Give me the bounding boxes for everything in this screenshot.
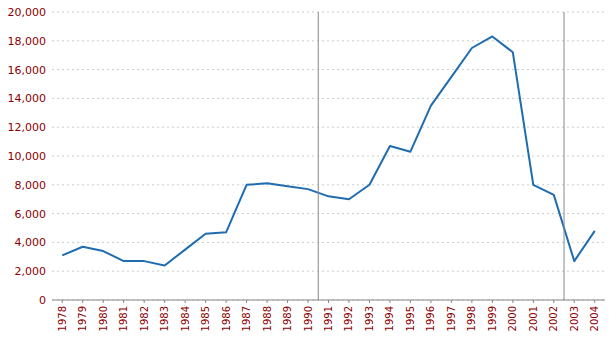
x-tick-label: 1992 — [343, 306, 354, 331]
x-tick-label: 1987 — [241, 306, 252, 331]
grid-line — [52, 127, 605, 128]
y-tick-label: 2,000 — [15, 265, 47, 278]
x-tick-label: 1983 — [159, 306, 170, 331]
x-tick-label: 1985 — [200, 306, 211, 331]
x-tick-label: 1991 — [323, 306, 334, 331]
grid-line — [52, 40, 605, 41]
y-tick-label: 20,000 — [8, 6, 47, 19]
x-axis-line — [52, 300, 605, 301]
y-tick-label: 4,000 — [15, 236, 47, 249]
x-tick-label: 1995 — [405, 306, 416, 331]
x-tick-label: 1981 — [118, 306, 129, 331]
plot-area — [62, 12, 595, 300]
y-tick-label: 18,000 — [8, 35, 47, 48]
y-tick-label: 12,000 — [8, 121, 47, 134]
x-tick-label: 1998 — [466, 306, 477, 331]
grid-line — [52, 184, 605, 185]
x-tick-label: 1988 — [262, 306, 273, 331]
y-tick-label: 6,000 — [15, 208, 47, 221]
grid-line — [52, 300, 605, 301]
x-tick-label: 1999 — [487, 306, 498, 331]
x-axis: 1978 1979 1980 1981 1982 1983 1984 1985 1986 1987… — [52, 300, 605, 331]
x-tick-label: 1994 — [384, 306, 395, 331]
grid-line — [52, 213, 605, 214]
x-tick-label: 1996 — [425, 306, 436, 331]
grid-line — [52, 156, 605, 157]
y-tick-label: 8,000 — [15, 179, 47, 192]
separator-line — [564, 12, 565, 300]
x-tick-label: 2000 — [507, 306, 518, 331]
x-tick-label: 1990 — [303, 306, 314, 331]
x-tick-label: 2004 — [589, 306, 600, 331]
y-tick-label: 14,000 — [8, 92, 47, 105]
x-tick-label: 1986 — [221, 306, 232, 331]
grid — [52, 12, 605, 300]
x-tick-label: 2001 — [528, 306, 539, 331]
x-tick-label: 1989 — [282, 306, 293, 331]
grid-line — [52, 271, 605, 272]
x-tick-label: 1978 — [57, 306, 68, 331]
x-tick-label: 2003 — [569, 306, 580, 331]
grid-line — [52, 12, 605, 13]
x-tick-label: 1982 — [139, 306, 150, 331]
y-axis: 0 2,000 4,000 6,000 8,000 10,000 12,000 14,000 1… — [8, 6, 47, 307]
y-tick-label: 10,000 — [8, 150, 47, 163]
x-tick-label: 1979 — [77, 306, 88, 331]
x-tick-label: 1980 — [98, 306, 109, 331]
grid-line — [52, 98, 605, 99]
x-tick-label: 2002 — [548, 306, 559, 331]
separator-line — [318, 12, 319, 300]
x-tick-label: 1984 — [180, 306, 191, 331]
attendance-line — [62, 36, 595, 265]
x-tick-label: 1993 — [364, 306, 375, 331]
grid-line — [52, 69, 605, 70]
y-tick-label: 0 — [39, 294, 46, 307]
grid-line — [52, 242, 605, 243]
x-tick-label: 1997 — [446, 306, 457, 331]
chart: 0 2,000 4,000 6,000 8,000 10,000 12,000 14,000 1… — [0, 0, 615, 346]
y-tick-label: 16,000 — [8, 64, 47, 77]
